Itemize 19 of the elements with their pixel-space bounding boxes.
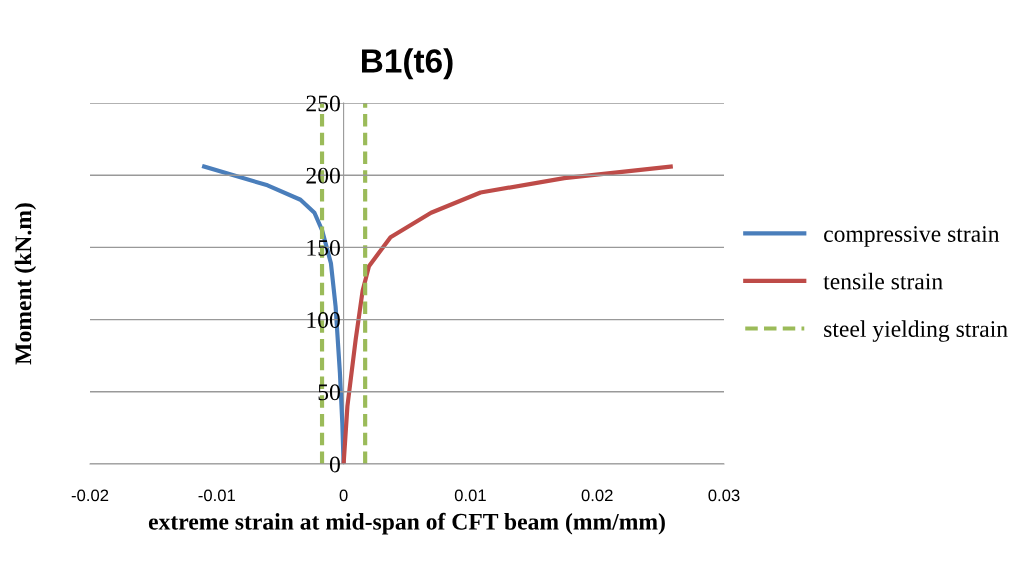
y-tick-label: 150 — [307, 239, 340, 256]
legend-label: tensile strain — [823, 272, 943, 290]
y-tick-label: 200 — [306, 167, 340, 184]
x-tick-label: -0.02 — [71, 489, 109, 502]
y-axis-title: Moment (kN.m) — [14, 203, 37, 365]
x-tick-label: 0 — [339, 489, 348, 502]
legend-label: compressive strain — [824, 226, 1000, 247]
x-tick-label: 0.01 — [454, 489, 486, 502]
legend-label: steel yielding strain — [824, 320, 1008, 342]
x-axis-title: extreme strain at mid-span of CFT beam (mm/mm) — [148, 512, 665, 535]
y-tick-label: 50 — [318, 384, 340, 401]
y-tick-label: 100 — [307, 312, 340, 329]
y-tick-label: 0 — [329, 456, 340, 473]
x-tick-label: 0.03 — [708, 489, 740, 502]
line-series — [341, 164, 673, 464]
y-tick-label: 250 — [306, 95, 340, 112]
x-tick-label: 0.02 — [581, 489, 613, 502]
x-tick-label: -0.01 — [198, 489, 235, 502]
chart-title: B1(t6) — [362, 48, 453, 80]
